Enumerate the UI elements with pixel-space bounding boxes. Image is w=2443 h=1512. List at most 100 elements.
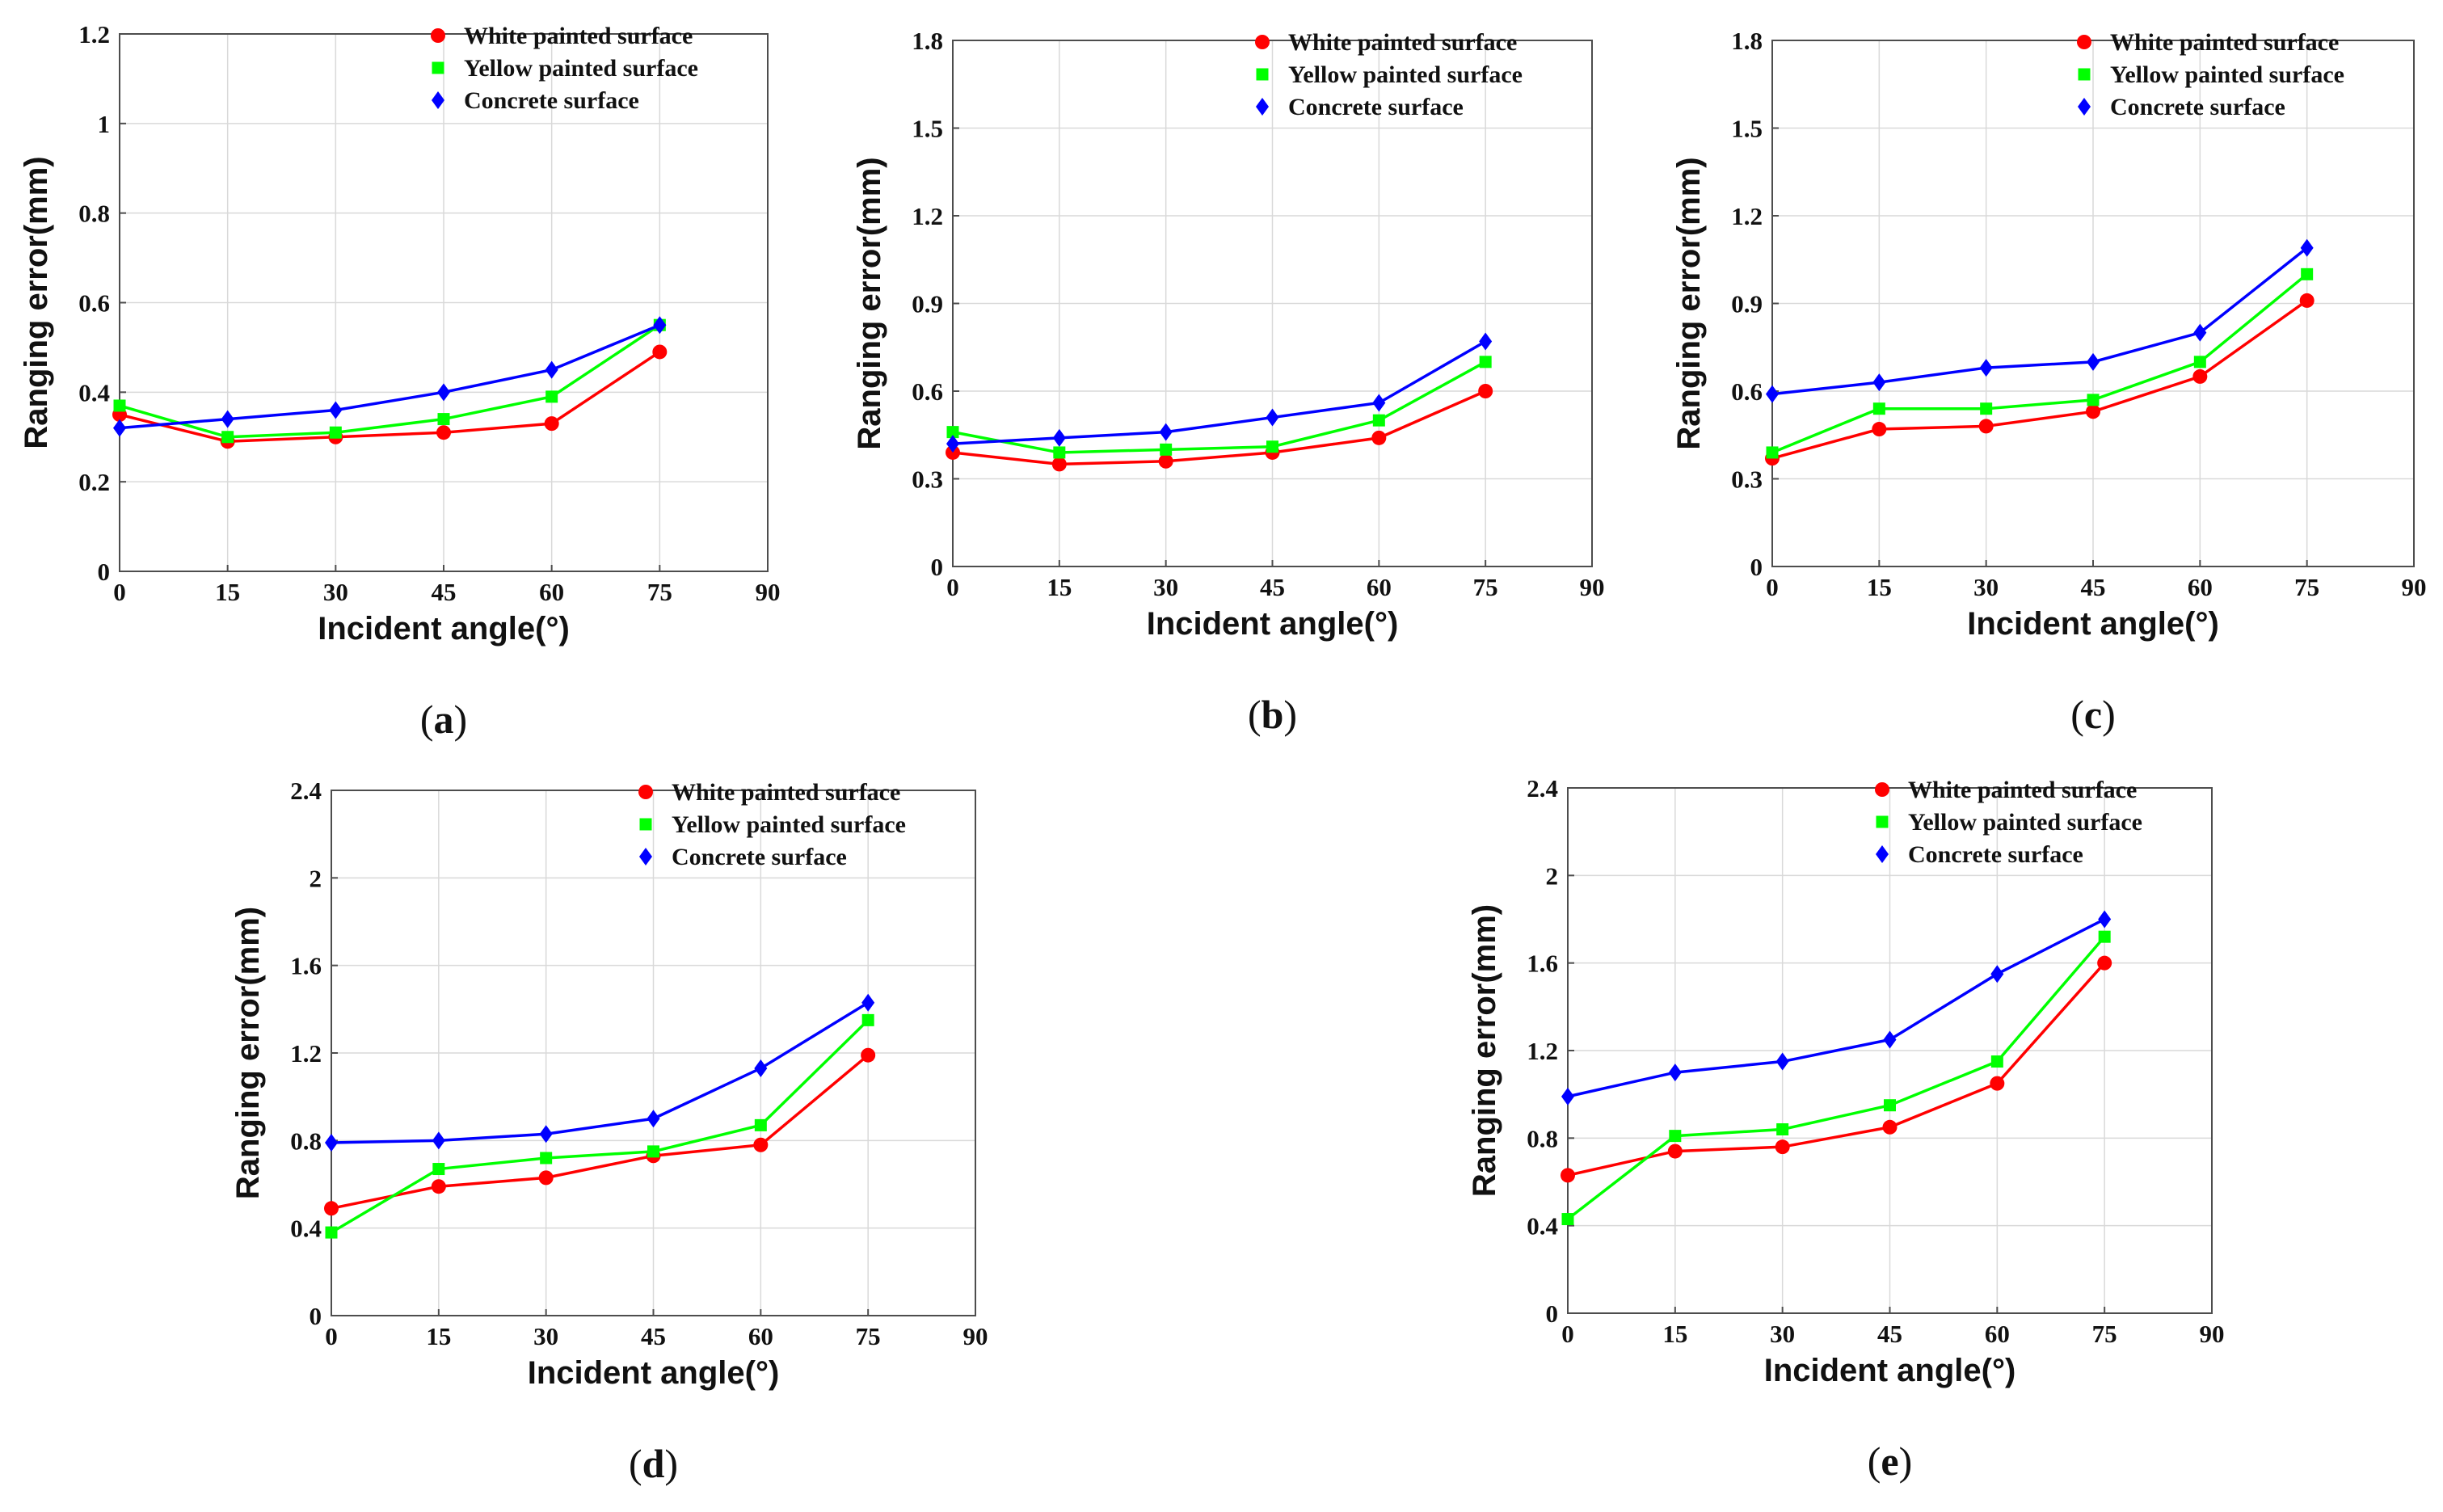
y-tick-label: 1.5 — [912, 115, 943, 143]
data-point — [324, 1201, 339, 1216]
data-point — [1266, 440, 1278, 453]
data-point — [540, 1152, 553, 1165]
series-line — [331, 1054, 870, 1211]
y-tick-label: 0.2 — [78, 468, 110, 496]
y-tick-label: 0.4 — [290, 1215, 322, 1243]
legend-marker — [639, 818, 652, 831]
series-line — [331, 1001, 870, 1144]
data-point — [2087, 352, 2100, 371]
legend-label: Concrete surface — [672, 844, 847, 870]
data-point — [113, 399, 126, 412]
legend-label: Yellow painted surface — [1288, 61, 1523, 88]
y-tick-label: 0.4 — [1527, 1212, 1558, 1240]
data-point — [432, 1163, 445, 1176]
legend-marker — [2078, 98, 2091, 116]
x-tick-label: 45 — [432, 578, 457, 606]
data-point — [1669, 1130, 1682, 1143]
data-point — [2300, 238, 2314, 257]
data-point — [1990, 1055, 2003, 1068]
data-point — [1159, 423, 1173, 441]
legend-marker — [1876, 815, 1889, 828]
data-point — [946, 435, 959, 453]
data-point — [2087, 394, 2100, 406]
x-tick-label: 15 — [1662, 1320, 1687, 1348]
panel-caption: (a) — [420, 697, 467, 742]
x-tick-label: 75 — [856, 1322, 881, 1350]
data-point — [1775, 1139, 1790, 1155]
series-diamond — [1561, 910, 2112, 1106]
legend-marker — [432, 61, 444, 74]
panel-caption-open: ( — [420, 697, 434, 742]
data-point — [1372, 414, 1385, 427]
data-point — [754, 1059, 768, 1077]
y-tick-label: 1.5 — [1731, 115, 1763, 143]
chart-panel-e: 0 15 30 45 60 75 90 0 0.4 0.8 1.2 1.6 2 2.4 Incident a… — [1467, 774, 2225, 1484]
x-tick-label: 15 — [426, 1322, 451, 1350]
x-tick-label: 60 — [748, 1322, 773, 1350]
data-point — [1872, 373, 1886, 392]
data-point — [1051, 457, 1067, 472]
series-line — [1771, 272, 2308, 454]
legend-marker — [1876, 845, 1889, 863]
legend-marker — [638, 785, 653, 799]
data-point — [437, 413, 450, 426]
legend-marker — [431, 28, 445, 43]
legend-label: White painted surface — [672, 779, 900, 806]
legend-label: White painted surface — [464, 23, 693, 49]
legend: White painted surface Yellow painted surf… — [1255, 29, 1523, 120]
data-point — [329, 426, 342, 439]
series-line — [119, 323, 661, 430]
x-tick-label: 30 — [1973, 573, 1999, 601]
y-tick-label: 0 — [1546, 1299, 1559, 1328]
legend-label: Concrete surface — [2110, 94, 2285, 120]
chart-panel-c: 0 15 30 45 60 75 90 0 0.3 0.6 0.9 1.2 1.5 1.8 Incident… — [1671, 27, 2427, 737]
data-point — [1371, 430, 1387, 445]
data-point — [2193, 356, 2206, 369]
x-tick-label: 75 — [647, 578, 672, 606]
series-diamond — [1766, 238, 2314, 403]
legend-label: White painted surface — [1908, 777, 2137, 803]
y-tick-label: 2.4 — [290, 777, 322, 805]
series-line — [1771, 299, 2308, 460]
data-point — [1990, 965, 2004, 983]
legend-label: White painted surface — [2110, 29, 2339, 56]
series-line — [1771, 246, 2308, 396]
x-tick-label: 30 — [1153, 573, 1178, 601]
data-point — [436, 425, 451, 440]
y-tick-label: 0.3 — [912, 465, 943, 494]
series-line — [331, 1019, 870, 1234]
x-axis-label: Incident angle(°) — [528, 1355, 780, 1391]
panel-caption-letter: c — [2084, 692, 2102, 737]
data-point — [1479, 356, 1492, 369]
y-tick-label: 1.2 — [1527, 1037, 1558, 1065]
panel-caption-close: ) — [2102, 692, 2116, 737]
x-tick-label: 15 — [1047, 573, 1072, 601]
y-tick-label: 0 — [310, 1302, 322, 1330]
chart-panel-d: 0 15 30 45 60 75 90 0 0.4 0.8 1.2 1.6 2 2.4 Incident a… — [230, 777, 988, 1486]
data-point — [647, 1110, 660, 1128]
x-tick-label: 75 — [1473, 573, 1498, 601]
data-point — [2098, 910, 2112, 929]
panel-caption-open: ( — [2070, 692, 2084, 737]
data-point — [2192, 369, 2208, 384]
y-tick-label: 1.2 — [78, 20, 110, 48]
y-axis-label: Ranging error(mm) — [230, 907, 266, 1199]
y-tick-label: 1.2 — [912, 202, 943, 230]
data-point — [1158, 453, 1173, 469]
x-axis-label: Incident angle(°) — [1967, 606, 2219, 642]
legend-label: Yellow painted surface — [464, 55, 698, 82]
data-point — [1667, 1143, 1683, 1159]
panel-caption-close: ) — [454, 697, 468, 742]
x-tick-label: 75 — [2092, 1320, 2117, 1348]
y-tick-label: 0.8 — [1527, 1124, 1558, 1152]
series-line — [952, 360, 1487, 454]
legend-marker — [639, 848, 652, 866]
y-tick-label: 1.8 — [912, 27, 943, 55]
x-tick-label: 90 — [2402, 573, 2427, 601]
legend: White painted surface Yellow painted surf… — [2077, 29, 2344, 120]
series-circle — [1561, 955, 2112, 1183]
data-point — [861, 1013, 874, 1026]
data-point — [1979, 359, 1993, 377]
series-diamond — [946, 332, 1493, 453]
